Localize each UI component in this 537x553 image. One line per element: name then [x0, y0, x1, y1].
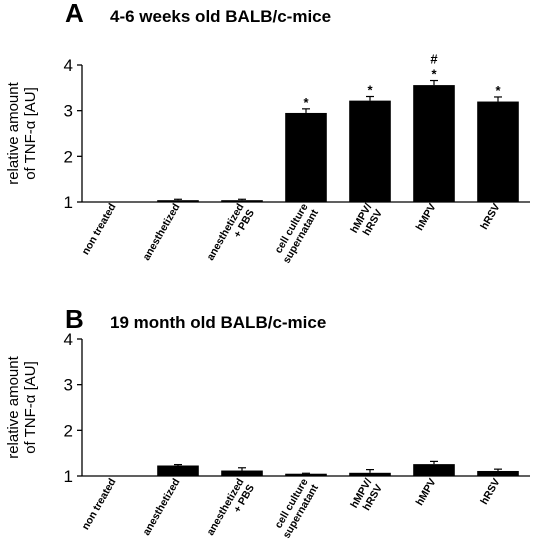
- bar: [157, 200, 199, 202]
- x-tick-label: anesthetized+ PBS: [204, 202, 257, 269]
- y-tick-label: 3: [64, 102, 73, 121]
- bar: [477, 470, 519, 476]
- y-tick-label: 1: [64, 467, 73, 486]
- bar: [477, 101, 519, 202]
- x-tick-label: non treated: [80, 477, 119, 533]
- chart-title: 19 month old BALB/c-mice: [110, 313, 326, 332]
- chart-panel-a: A 4-6 weeks old BALB/c-mice relative amoun…: [5, 0, 530, 269]
- bar: [349, 472, 391, 476]
- x-tick-label: cell culturesupernatant: [270, 476, 321, 540]
- x-tick-label: hMPV: [414, 477, 439, 508]
- significance-marker: *: [303, 95, 309, 110]
- x-tick-label: hMPV/hRSV: [348, 476, 385, 516]
- x-tick-label: hMPV/hRSV: [348, 201, 385, 241]
- y-axis-label: relative amount: [5, 81, 22, 184]
- significance-marker: *: [495, 83, 501, 98]
- x-tick-label: hRSV: [478, 477, 502, 507]
- chart-title: 4-6 weeks old BALB/c-mice: [110, 7, 331, 26]
- y-tick-label: 4: [64, 56, 73, 75]
- panel-letter: A: [65, 0, 84, 28]
- bar: [221, 200, 263, 202]
- x-tick-label-line: non treated: [80, 202, 119, 258]
- x-tick-label: hRSV: [478, 202, 502, 232]
- bar: [413, 85, 455, 202]
- significance-marker: *: [431, 67, 437, 82]
- y-tick-label: 4: [64, 330, 73, 349]
- significance-marker: *: [367, 83, 373, 98]
- bar: [413, 464, 455, 476]
- y-axis-label: of TNF-α [AU]: [22, 87, 39, 180]
- bar: [349, 100, 391, 202]
- panel-letter: B: [65, 304, 84, 334]
- significance-marker: #: [430, 52, 438, 67]
- bar: [285, 473, 327, 476]
- x-tick-label-line: hMPV: [414, 202, 439, 233]
- x-tick-label: cell culturesupernatant: [270, 201, 321, 265]
- x-tick-label: hMPV: [414, 202, 439, 233]
- bar: [285, 112, 327, 202]
- bar: [157, 465, 199, 476]
- x-tick-label: non treated: [80, 202, 119, 258]
- x-tick-label: anesthetized+ PBS: [204, 477, 257, 544]
- y-tick-label: 2: [64, 147, 73, 166]
- chart-panel-b: B 19 month old BALB/c-mice relative amount…: [5, 304, 530, 544]
- x-tick-label-line: anesthetized: [140, 477, 182, 538]
- x-tick-label-line: hRSV: [478, 202, 502, 232]
- x-tick-label-line: hRSV: [478, 477, 502, 507]
- bar: [221, 470, 263, 476]
- x-tick-label: anesthetized: [140, 477, 182, 538]
- y-tick-label: 3: [64, 376, 73, 395]
- x-tick-label-line: hMPV: [414, 477, 439, 508]
- x-tick-label: anesthetized: [140, 202, 182, 263]
- y-tick-label: 1: [64, 193, 73, 212]
- y-axis-label: of TNF-α [AU]: [22, 361, 39, 454]
- x-tick-label-line: non treated: [80, 477, 119, 533]
- y-tick-label: 2: [64, 421, 73, 440]
- y-axis-label: relative amount: [5, 355, 22, 458]
- x-tick-label-line: anesthetized: [140, 202, 182, 263]
